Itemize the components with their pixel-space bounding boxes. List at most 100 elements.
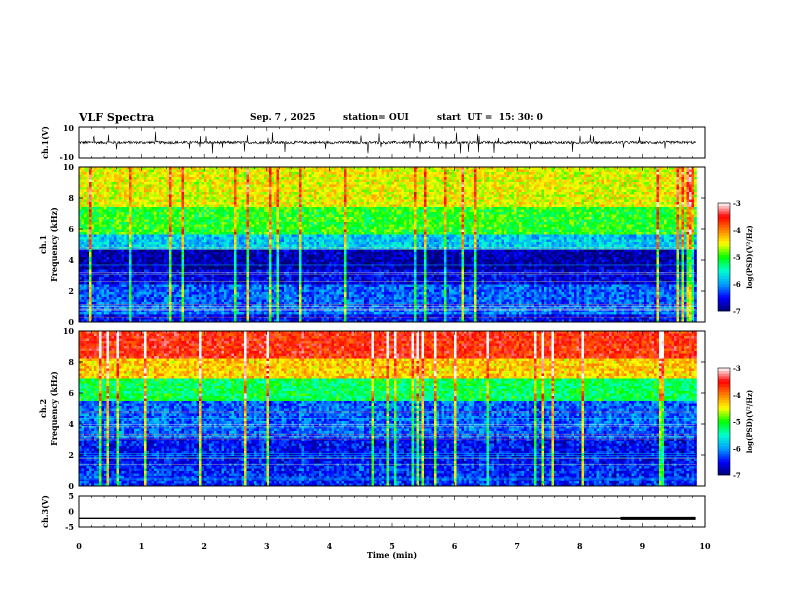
spectrogram-cell — [134, 259, 137, 263]
spectrogram-cell — [159, 212, 162, 215]
spectrogram-cell — [214, 289, 217, 293]
spectrogram-cell — [134, 184, 137, 188]
spectrogram-cell — [151, 319, 155, 323]
spectrogram-cell — [224, 269, 227, 273]
spectrogram-cell — [146, 217, 150, 220]
spectrogram-cell — [144, 197, 147, 200]
spectrogram-cell — [116, 182, 120, 185]
spectrogram-cell — [116, 284, 120, 288]
spectrogram-cell — [186, 279, 190, 283]
spectrogram-cell — [129, 189, 132, 193]
spectrogram-cell — [216, 182, 220, 185]
spectrogram-cell — [229, 222, 232, 225]
spectrogram-cell — [266, 274, 270, 278]
spectrogram-cell — [239, 262, 242, 265]
spectrogram-cell — [236, 309, 240, 313]
spectrogram-cell — [259, 214, 262, 218]
spectrogram-cell — [94, 309, 97, 313]
spectrogram-cell — [214, 264, 217, 268]
spectrogram-cell — [81, 172, 85, 175]
spectrogram-cell — [221, 279, 225, 283]
spectrogram-cell — [261, 192, 265, 195]
spectrogram-cell — [144, 194, 147, 198]
spectrogram-cell — [84, 184, 87, 188]
spectrogram-cell — [114, 267, 117, 270]
spectrogram-cell — [209, 309, 212, 313]
spectrogram-cell — [214, 224, 217, 228]
spectrogram-cell — [109, 244, 112, 248]
spectrogram-cell — [81, 199, 85, 203]
spectrogram-cell — [144, 302, 147, 305]
spectrogram-cell — [269, 194, 272, 198]
spectrogram-cell — [176, 254, 180, 258]
spectrogram-cell — [194, 229, 197, 233]
spectrogram-cell — [166, 214, 170, 218]
spectrogram-cell — [229, 242, 232, 245]
spectrogram-cell — [84, 237, 87, 240]
spectrogram-cell — [259, 274, 262, 278]
spectrogram-cell — [139, 242, 142, 245]
spectrogram-cell — [184, 204, 187, 208]
spectrogram-cell — [211, 212, 215, 215]
spectrogram-cell — [109, 277, 112, 280]
spectrogram-cell — [244, 299, 247, 303]
spectrogram-cell — [114, 239, 117, 243]
spectrogram-cell — [206, 287, 210, 290]
spectrogram-cell — [234, 289, 237, 293]
spectrogram-cell — [164, 264, 167, 268]
spectrogram-cell — [261, 217, 265, 220]
spectrogram-cell — [179, 269, 182, 273]
spectrogram-cell — [169, 247, 172, 250]
spectrogram-cell — [221, 194, 225, 198]
spectrogram-cell — [179, 299, 182, 303]
spectrogram-cell — [221, 254, 225, 258]
spectrogram-cell — [101, 274, 105, 278]
spectrogram-cell — [176, 247, 180, 250]
spectrogram-cell — [129, 199, 132, 203]
spectrogram-cell — [271, 304, 275, 308]
spectrogram-cell — [194, 247, 197, 250]
spectrogram-cell — [94, 209, 97, 213]
spectrogram-cell — [211, 309, 215, 313]
spectrogram-cell — [234, 274, 237, 278]
spectrogram-cell — [256, 242, 260, 245]
spectrogram-cell — [236, 312, 240, 315]
spectrogram-cell — [91, 219, 95, 223]
spectrogram-cell — [194, 317, 197, 320]
spectrogram-cell — [269, 264, 272, 268]
spectrogram-cell — [254, 204, 257, 208]
spectrogram-cell — [114, 227, 117, 230]
spectrogram-cell — [184, 197, 187, 200]
spectrogram-cell — [244, 189, 247, 193]
spectrogram-cell — [156, 262, 160, 265]
spectrogram-cell — [239, 312, 242, 315]
spectrogram-cell — [114, 319, 117, 323]
spectrogram-cell — [266, 242, 270, 245]
spectrogram-cell — [101, 189, 105, 193]
spectrogram-cell — [156, 177, 160, 180]
spectrogram-cell — [259, 192, 262, 195]
spectrogram-cell — [206, 224, 210, 228]
spectrogram-cell — [184, 229, 187, 233]
spectrogram-cell — [174, 187, 177, 190]
spectrogram-cell — [226, 237, 230, 240]
spectrogram-cell — [244, 309, 247, 313]
spectrogram-cell — [181, 284, 185, 288]
spectrogram-cell — [171, 294, 175, 298]
spectrogram-cell — [126, 172, 130, 175]
spectrogram-cell — [156, 217, 160, 220]
spectrogram-cell — [164, 247, 167, 250]
spectrogram-cell — [81, 297, 85, 300]
spectrogram-cell — [89, 267, 92, 270]
spectrogram-cell — [271, 187, 275, 190]
spectrogram-cell — [261, 182, 265, 185]
spectrogram-cell — [184, 269, 187, 273]
spectrogram-cell — [99, 202, 102, 205]
spectrogram-cell — [259, 182, 262, 185]
spectrogram-cell — [196, 297, 200, 300]
spectrogram-cell — [234, 214, 237, 218]
spectrogram-cell — [256, 319, 260, 323]
spectrogram-cell — [174, 304, 177, 308]
spectrogram-cell — [189, 222, 192, 225]
spectrogram-cell — [226, 264, 230, 268]
